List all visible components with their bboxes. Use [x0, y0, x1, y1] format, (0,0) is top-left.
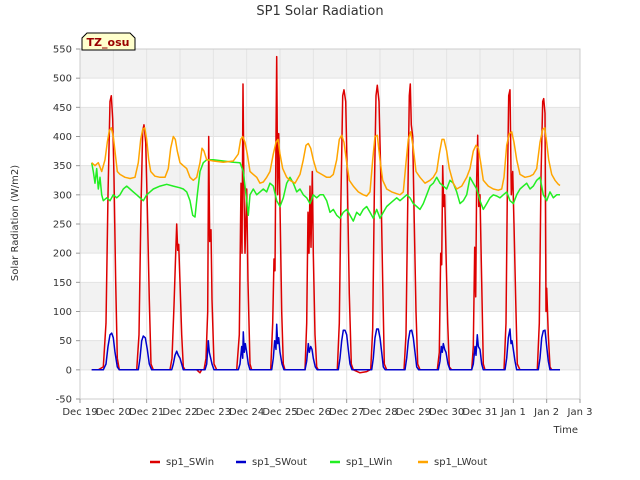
x-tick-label: Dec 31: [462, 407, 497, 418]
y-tick-label: 500: [53, 74, 72, 85]
series-line-sp1_LWin: [90, 159, 560, 222]
x-tick-label: Dec 21: [129, 407, 164, 418]
y-tick-label: 0: [66, 365, 72, 376]
plot-band: [80, 282, 580, 312]
x-tick-label: Dec 25: [262, 407, 297, 418]
x-tick-label: Dec 20: [96, 407, 131, 418]
timezone-badge-label: TZ_osu: [87, 36, 130, 49]
plot-band: [80, 107, 580, 137]
x-tick-label: Dec 28: [362, 407, 397, 418]
y-tick-label: 350: [53, 161, 72, 172]
plot-band: [80, 78, 580, 108]
series-line-sp1_SWout: [91, 323, 560, 371]
chart-title: SP1 Solar Radiation: [256, 4, 383, 19]
plot-band: [80, 369, 580, 399]
series-lines: [90, 55, 561, 374]
y-tick-label: 50: [59, 336, 72, 347]
plot-band: [80, 311, 580, 341]
legend-label-sp1_SWout: sp1_SWout: [252, 457, 307, 468]
plot-band: [80, 340, 580, 370]
y-tick-label: 100: [53, 307, 72, 318]
plot-band: [80, 224, 580, 254]
plot-band: [80, 194, 580, 224]
series-line-sp1_LWout: [91, 127, 561, 197]
y-axis-ticks: -50 0 50 100 150 200 250 300 350 400 450 500 550: [53, 45, 80, 406]
plot-band: [80, 49, 580, 79]
legend-label-sp1_LWout: sp1_LWout: [434, 457, 487, 468]
y-tick-label: 200: [53, 249, 72, 260]
y-tick-label: 400: [53, 132, 72, 143]
y-tick-label: 150: [53, 278, 72, 289]
x-tick-label: Dec 30: [429, 407, 464, 418]
legend: sp1_SWin sp1_SWout sp1_LWin sp1_LWout: [150, 457, 487, 468]
y-tick-label: 550: [53, 45, 72, 56]
x-tick-label: Dec 27: [329, 407, 364, 418]
x-tick-label: Dec 29: [396, 407, 431, 418]
y-axis-title: Solar Radiation (W/m2): [10, 165, 21, 281]
x-tick-label: Jan 3: [567, 407, 593, 418]
x-tick-label: Jan 1: [500, 407, 526, 418]
timezone-badge-box: [81, 32, 136, 51]
x-axis-title: Time: [553, 425, 578, 436]
y-tick-label: 300: [53, 190, 72, 201]
y-tick-label: -50: [56, 395, 72, 406]
x-tick-label: Dec 26: [296, 407, 331, 418]
x-tick-label: Dec 24: [229, 407, 264, 418]
plot-background-bands: [80, 49, 580, 399]
x-tick-label: Dec 19: [62, 407, 97, 418]
x-tick-label: Dec 23: [196, 407, 231, 418]
plot-band: [80, 136, 580, 166]
x-tick-label: Jan 2: [533, 407, 559, 418]
x-tick-label: Dec 22: [162, 407, 197, 418]
y-tick-label: 250: [53, 220, 72, 231]
plot-band: [80, 253, 580, 283]
legend-label-sp1_SWin: sp1_SWin: [166, 457, 214, 468]
y-tick-label: 450: [53, 103, 72, 114]
timezone-badge: TZ_osu: [81, 32, 136, 51]
legend-label-sp1_LWin: sp1_LWin: [346, 457, 392, 468]
